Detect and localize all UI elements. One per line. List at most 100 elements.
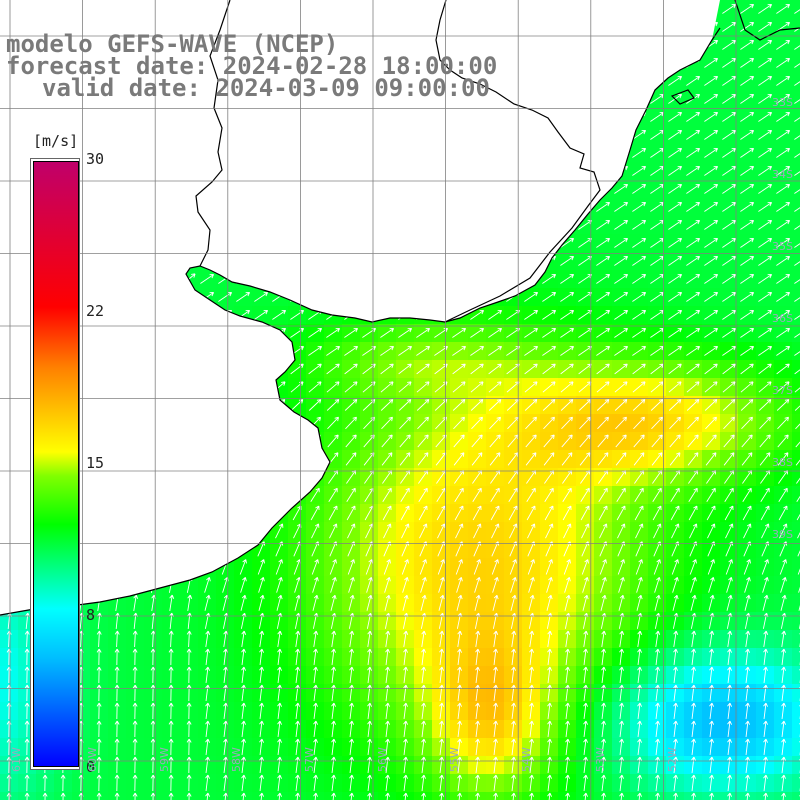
- wind-arrow: [241, 720, 247, 737]
- wind-arrow: [637, 774, 643, 791]
- wind-arrow: [687, 434, 699, 448]
- lon-label: 53W: [594, 747, 607, 772]
- wind-arrow: [295, 774, 301, 791]
- wind-arrow: [634, 487, 644, 503]
- wind-arrow: [565, 792, 571, 800]
- wind-arrow: [132, 720, 138, 738]
- wind-arrow: [455, 559, 463, 575]
- wind-arrow: [223, 666, 229, 683]
- wind-arrow: [367, 792, 373, 800]
- wind-arrow: [367, 756, 373, 773]
- wind-arrow: [745, 666, 751, 683]
- wind-arrow: [565, 666, 571, 683]
- wind-arrow: [381, 452, 393, 466]
- wind-arrow: [632, 399, 646, 411]
- wind-arrow: [367, 774, 373, 791]
- wind-arrow: [601, 756, 607, 773]
- wind-arrow: [617, 559, 625, 575]
- wind-arrow: [668, 220, 683, 230]
- land-area: [0, 0, 720, 615]
- wind-arrow: [709, 666, 715, 683]
- wind-arrow: [187, 594, 193, 611]
- wind-arrow: [668, 148, 683, 158]
- wind-arrow: [601, 720, 607, 737]
- wind-arrow: [385, 792, 391, 800]
- wind-arrow: [24, 684, 30, 702]
- wind-arrow: [722, 76, 737, 86]
- wind-arrow: [490, 487, 500, 503]
- wind-arrow: [24, 756, 30, 774]
- wind-arrow: [398, 363, 412, 375]
- wind-arrow: [114, 792, 120, 800]
- wind-arrow: [168, 720, 174, 738]
- wind-arrow: [439, 648, 445, 665]
- wind-arrow: [632, 166, 647, 176]
- wind-arrow: [186, 792, 192, 800]
- wind-arrow: [722, 202, 737, 212]
- wind-arrow: [528, 577, 535, 593]
- colorbar-tick-8: 8: [86, 606, 96, 624]
- wind-arrow: [562, 487, 572, 503]
- wind-arrow: [704, 363, 718, 375]
- wind-arrow: [259, 648, 265, 665]
- wind-arrow: [723, 434, 735, 448]
- lat-label: 36S: [772, 312, 793, 325]
- wind-arrow: [618, 594, 625, 611]
- wind-arrow: [614, 238, 629, 248]
- wind-arrow: [617, 523, 626, 539]
- wind-arrow: [740, 399, 754, 411]
- wind-arrow: [385, 666, 391, 683]
- wind-arrow: [277, 648, 283, 665]
- wind-arrow: [688, 505, 698, 521]
- wind-arrow: [186, 648, 192, 666]
- wind-arrow: [722, 238, 737, 248]
- wind-arrow: [727, 648, 733, 665]
- wind-arrow: [691, 738, 697, 755]
- wind-arrow: [722, 4, 737, 14]
- wind-arrow: [489, 416, 501, 430]
- wind-arrow: [704, 346, 718, 356]
- wind-arrow: [579, 434, 591, 448]
- wind-arrow: [542, 292, 557, 302]
- wind-arrow: [205, 630, 211, 647]
- wind-arrow: [313, 720, 319, 737]
- wind-arrow: [524, 346, 538, 356]
- wind-arrow: [705, 452, 717, 466]
- wind-arrow: [758, 94, 773, 104]
- wind-arrow: [308, 399, 322, 411]
- wind-arrow: [241, 666, 247, 683]
- wind-arrow: [24, 720, 30, 738]
- wind-arrow: [295, 738, 301, 755]
- wind-arrow: [475, 774, 481, 791]
- wind-arrow: [418, 487, 428, 503]
- wind-arrow: [637, 702, 643, 719]
- wind-arrow: [132, 774, 138, 792]
- wind-arrow: [347, 559, 355, 575]
- wind-arrow: [798, 586, 800, 593]
- wind-arrow: [653, 559, 661, 575]
- wind-arrow: [614, 328, 629, 338]
- wind-arrow: [257, 559, 265, 575]
- wind-arrow: [493, 774, 499, 791]
- wind-arrow: [331, 648, 337, 665]
- wind-arrow: [615, 452, 627, 466]
- wind-arrow: [781, 774, 787, 791]
- wind-arrow: [472, 505, 482, 521]
- wind-arrow: [524, 310, 539, 320]
- wind-arrow: [527, 559, 535, 575]
- wind-arrow: [668, 363, 682, 375]
- wind-arrow: [493, 630, 499, 647]
- wind-arrow: [561, 434, 573, 448]
- wind-arrow: [722, 310, 737, 320]
- wind-arrow: [295, 792, 301, 800]
- wind-arrow: [239, 559, 247, 575]
- wind-arrow: [633, 434, 645, 448]
- wind-arrow: [277, 774, 283, 791]
- wind-arrow: [619, 648, 625, 665]
- wind-arrow: [722, 148, 737, 158]
- wind-arrow: [722, 274, 737, 284]
- wind-arrow: [382, 505, 392, 521]
- wind-arrow: [421, 648, 427, 665]
- wind-arrow: [560, 238, 575, 248]
- wind-arrow: [509, 523, 518, 539]
